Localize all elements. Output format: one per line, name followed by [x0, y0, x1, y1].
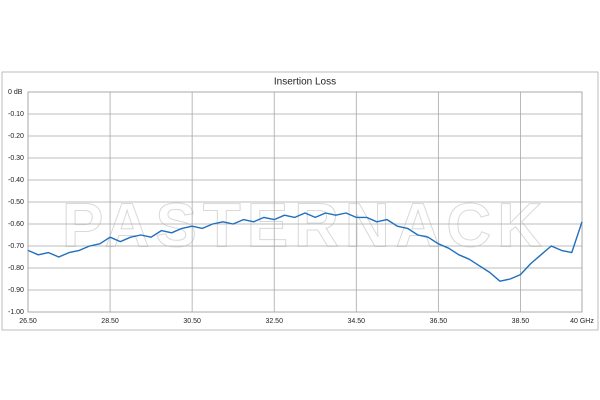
x-tick-label: 32.50 — [265, 318, 283, 325]
y-tick-label: -0.40 — [8, 177, 24, 184]
y-tick-label: -0.20 — [8, 133, 24, 140]
y-tick-label: -0.90 — [8, 287, 24, 294]
data-line — [27, 212, 583, 282]
y-tick-label: -0.30 — [8, 155, 24, 162]
watermark: PASTERNACK — [62, 191, 548, 260]
x-tick-label: 26.50 — [19, 318, 37, 325]
y-tick-label: -0.80 — [8, 265, 24, 272]
y-tick-label: -0.10 — [8, 111, 24, 118]
y-tick-label: -0.60 — [8, 221, 24, 228]
chart-frame — [1, 71, 599, 331]
x-tick-label: 38.50 — [512, 318, 530, 325]
y-tick-label: -0.70 — [8, 243, 24, 250]
x-tick-label: 28.50 — [101, 318, 119, 325]
x-tick-label: 40 GHz — [570, 318, 594, 325]
x-tick-label: 34.50 — [348, 318, 366, 325]
x-tick-label: 30.50 — [183, 318, 201, 325]
y-tick-label: 0 dB — [8, 89, 23, 96]
y-tick-label: -0.50 — [8, 199, 24, 206]
chart-title: Insertion Loss — [274, 77, 336, 88]
x-tick-label: 36.50 — [430, 318, 448, 325]
y-tick-label: -1.00 — [8, 309, 24, 316]
